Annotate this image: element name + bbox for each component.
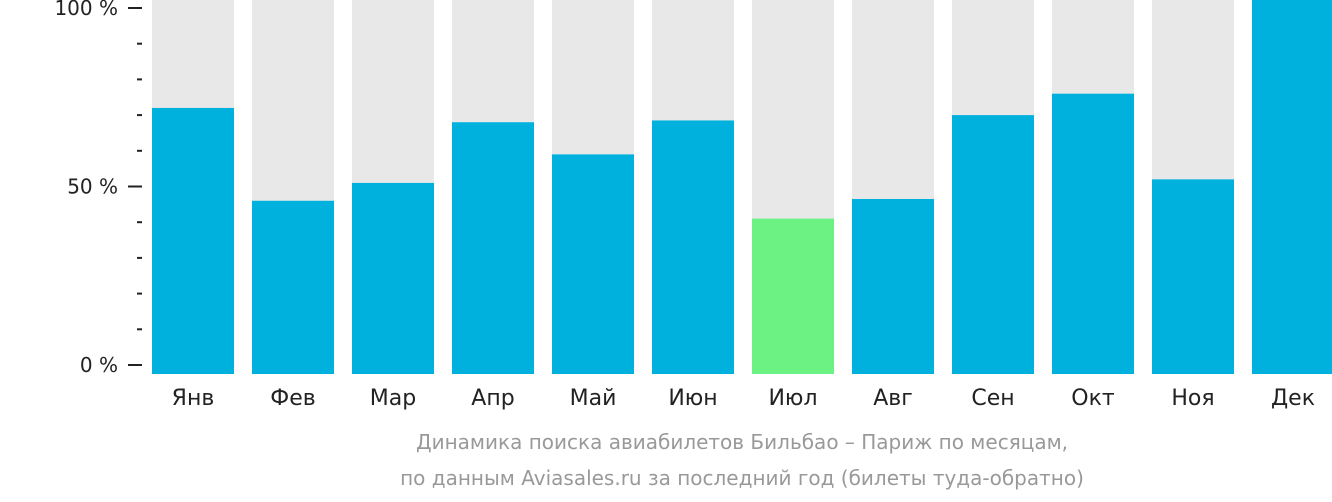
chart-caption-line-1: Динамика поиска авиабилетов Бильбао – Па… [415,430,1069,454]
x-tick-label-2: Фев [270,386,315,411]
bar-3 [352,182,434,374]
x-tick-label-7: Июл [768,386,817,411]
bar-8 [852,198,934,374]
y-axis: 100 % 50 % 0 % [54,0,142,377]
x-tick-label-12: Дек [1271,386,1315,411]
y-tick-label-50: 50 % [67,175,118,199]
x-tick-label-10: Окт [1071,386,1115,411]
bar-12 [1252,0,1332,374]
x-tick-label-3: Мар [370,386,416,411]
y-tick-label-100: 100 % [54,0,118,20]
bar-7 [752,218,834,374]
bar-11 [1152,179,1234,374]
bar-10 [1052,93,1134,375]
x-tick-label-4: Апр [471,386,514,411]
bar-1 [152,107,234,375]
x-tick-label-6: Июн [668,386,717,411]
data-bars [152,0,1332,375]
x-tick-label-5: Май [570,386,617,411]
x-axis-labels: Янв Фев Мар Апр Май Июн Июл Авг Сен Окт Ноя Дек [172,386,1315,411]
bar-chart: 100 % 50 % 0 % Янв Фев Мар Апр Май Июн Июл Авг Сен… [54,0,1332,411]
x-tick-label-11: Ноя [1171,386,1214,411]
chart-caption-line-2: по данным Aviasales.ru за последний год … [400,466,1084,490]
x-tick-label-8: Авг [873,386,913,411]
x-tick-label-1: Янв [172,386,215,411]
y-tick-label-0: 0 % [80,353,118,377]
x-tick-label-9: Сен [971,386,1014,411]
bar-6 [652,120,734,374]
bar-4 [452,122,534,375]
bar-9 [952,115,1034,374]
bar-2 [252,200,334,374]
bar-5 [552,154,634,374]
